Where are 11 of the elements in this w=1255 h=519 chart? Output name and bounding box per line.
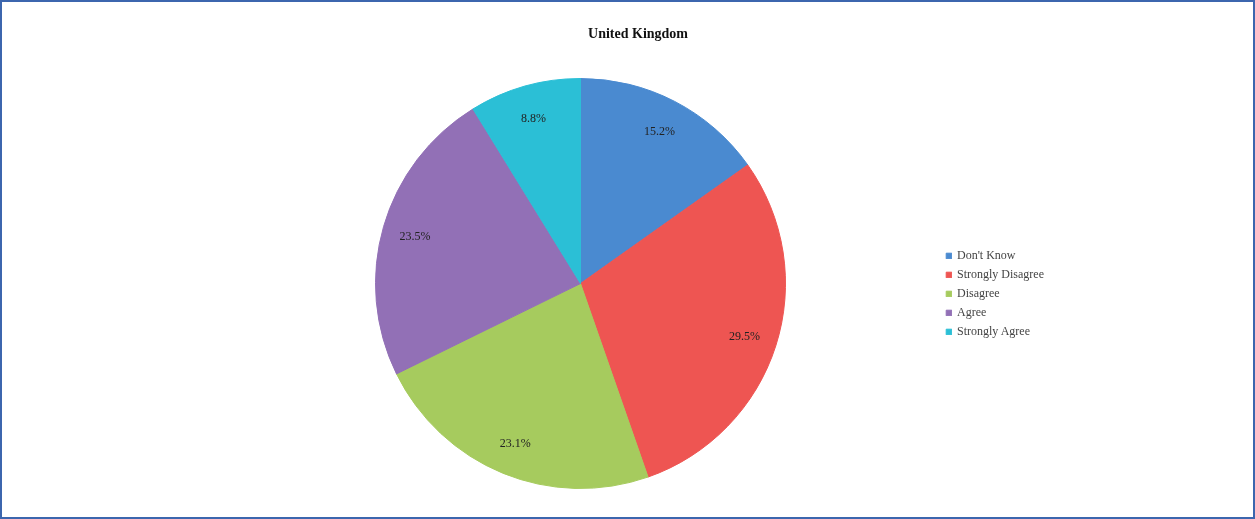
legend-label: Strongly Disagree [957, 267, 1044, 282]
data-label: 23.1% [499, 435, 531, 450]
legend-label: Strongly Agree [957, 324, 1030, 339]
data-label: 15.2% [644, 123, 676, 138]
data-label: 29.5% [729, 328, 761, 343]
legend-label: Don't Know [957, 248, 1016, 263]
data-label: 8.8% [521, 110, 547, 125]
legend-label: Agree [957, 305, 987, 320]
chart-title: United Kingdom [588, 26, 689, 41]
legend-label: Disagree [957, 286, 1000, 301]
data-label: 23.5% [399, 228, 431, 243]
